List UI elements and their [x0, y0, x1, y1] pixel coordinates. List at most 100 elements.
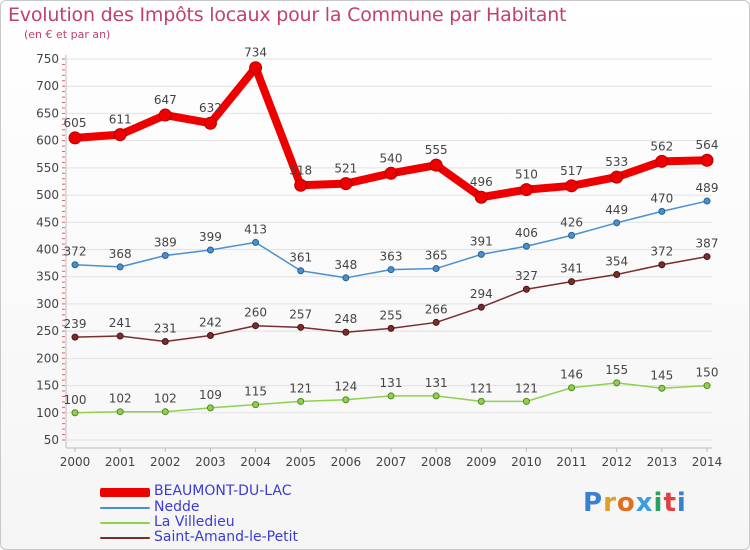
x-tick-label: 2009: [466, 455, 497, 469]
data-point: [568, 278, 576, 286]
data-label: 294: [470, 287, 493, 301]
series-nedde: 372 368 389 399 413 361 348 363 365 391 406 426 449 4…: [64, 181, 719, 282]
data-point: [161, 337, 169, 345]
y-tick-label: 100: [36, 406, 59, 420]
data-label: 734: [244, 46, 267, 60]
data-point: [206, 404, 214, 412]
data-label: 372: [64, 245, 87, 259]
y-tick-label: 550: [36, 161, 59, 175]
data-point: [384, 166, 398, 180]
data-point: [658, 384, 666, 392]
y-tick-label: 450: [36, 215, 59, 229]
data-point: [297, 267, 305, 275]
legend-label-beaumont-du-lac: BEAUMONT-DU-LAC: [154, 483, 292, 499]
logo-letter: i: [676, 488, 687, 518]
data-point: [387, 324, 395, 332]
data-point: [522, 397, 530, 405]
data-point: [206, 331, 214, 339]
data-point: [387, 266, 395, 274]
data-point: [477, 250, 485, 258]
data-point: [655, 154, 669, 168]
data-point: [703, 197, 711, 205]
data-label: 102: [109, 392, 132, 406]
data-label: 391: [470, 234, 493, 248]
data-point: [700, 153, 714, 167]
logo-letter: i: [653, 488, 664, 518]
x-tick-label: 2003: [195, 455, 226, 469]
data-label: 406: [515, 226, 538, 240]
data-label: 470: [650, 191, 673, 205]
x-tick-label: 2000: [60, 455, 91, 469]
data-point: [252, 238, 260, 246]
data-point: [71, 409, 79, 417]
data-label: 361: [289, 251, 312, 265]
data-point: [474, 190, 488, 204]
y-tick-label: 250: [36, 324, 59, 338]
y-tick-label: 600: [36, 134, 59, 148]
data-point: [161, 408, 169, 416]
data-point: [342, 328, 350, 336]
data-point: [519, 183, 533, 197]
legend-label-saint-amand-le-petit: Saint-Amand-le-Petit: [154, 529, 299, 545]
x-tick-label: 2008: [421, 455, 452, 469]
data-label: 348: [334, 258, 357, 272]
x-tick-label: 2012: [601, 455, 632, 469]
series-la-villedieu: 100 102 102 109 115 121 124 131 131 121 121 146 155 1…: [64, 363, 718, 417]
y-tick-label: 50: [44, 433, 59, 447]
y-tick-label: 650: [36, 106, 59, 120]
legend-item-la-villedieu: La Villedieu: [100, 514, 400, 531]
legend-swatch-beaumont-du-lac: [100, 488, 150, 497]
data-label: 605: [64, 116, 87, 130]
data-label: 109: [199, 388, 222, 402]
data-point: [71, 333, 79, 341]
data-label: 496: [470, 175, 493, 189]
legend-swatch-la-villedieu: [100, 522, 150, 524]
x-tick-label: 2006: [331, 455, 362, 469]
y-tick-label: 400: [36, 243, 59, 257]
series-beaumont-du-lac: 605 611 647 632 734 518 521 540 555 496 510 517 533 5…: [64, 46, 718, 204]
data-label: 241: [109, 316, 132, 330]
data-label: 489: [696, 181, 719, 195]
data-point: [297, 397, 305, 405]
data-point: [568, 231, 576, 239]
data-point: [432, 318, 440, 326]
data-point: [477, 303, 485, 311]
data-label: 365: [425, 249, 448, 263]
x-tick-label: 2014: [692, 455, 723, 469]
data-label: 399: [199, 230, 222, 244]
y-tick-label: 150: [36, 379, 59, 393]
data-label: 257: [289, 307, 312, 321]
y-tick-label: 200: [36, 351, 59, 365]
legend-item-saint-amand-le-petit: Saint-Amand-le-Petit: [100, 529, 400, 546]
data-label: 341: [560, 262, 583, 276]
data-point: [339, 177, 353, 191]
data-point: [116, 408, 124, 416]
data-point: [477, 397, 485, 405]
data-label: 239: [64, 317, 87, 331]
data-point: [610, 170, 624, 184]
logo-letter: P: [583, 488, 604, 518]
chart-subtitle: (en € et par an): [24, 28, 111, 41]
data-point: [249, 61, 263, 75]
data-point: [565, 179, 579, 193]
x-tick-label: 2011: [556, 455, 587, 469]
data-label: 354: [605, 255, 628, 269]
data-point: [522, 285, 530, 293]
data-point: [432, 392, 440, 400]
series-saint-amand-le-petit: 239 241 231 242 260 257 248 255 266 294 327 341 354 3…: [64, 237, 719, 345]
data-point: [113, 128, 127, 142]
y-tick-labels: 50 100 150 200 250 300 350 400 450 500 550 600 650 70…: [36, 52, 59, 447]
data-point: [297, 323, 305, 331]
data-label: 555: [425, 143, 448, 157]
data-label: 521: [334, 162, 357, 176]
data-label: 155: [605, 363, 628, 377]
data-label: 518: [289, 163, 312, 177]
x-tick-label: 2005: [285, 455, 316, 469]
data-label: 327: [515, 269, 538, 283]
data-label: 387: [696, 237, 719, 251]
x-tick-label: 2013: [647, 455, 678, 469]
data-label: 632: [199, 101, 222, 115]
gridlines: [62, 55, 712, 449]
data-point: [613, 379, 621, 387]
data-label: 363: [380, 250, 403, 264]
